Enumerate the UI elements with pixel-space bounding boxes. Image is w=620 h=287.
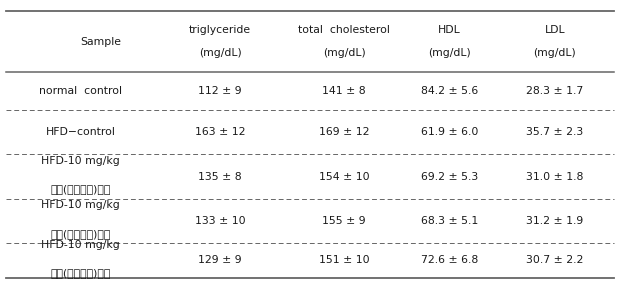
- Text: normal  control: normal control: [39, 86, 122, 96]
- Text: 61.9 ± 6.0: 61.9 ± 6.0: [421, 127, 478, 137]
- Text: 35.7 ± 2.3: 35.7 ± 2.3: [526, 127, 583, 137]
- Text: triglyceride: triglyceride: [189, 25, 251, 34]
- Text: total  cholesterol: total cholesterol: [298, 25, 390, 34]
- Text: 154 ± 10: 154 ± 10: [319, 172, 370, 181]
- Text: LDL: LDL: [544, 25, 565, 34]
- Text: 69.2 ± 5.3: 69.2 ± 5.3: [421, 172, 478, 181]
- Text: HDL: HDL: [438, 25, 461, 34]
- Text: (mg/dL): (mg/dL): [199, 48, 241, 57]
- Text: HFD−control: HFD−control: [46, 127, 115, 137]
- Text: 112 ± 9: 112 ± 9: [198, 86, 242, 96]
- Text: 163 ± 12: 163 ± 12: [195, 127, 246, 137]
- Text: 169 ± 12: 169 ± 12: [319, 127, 370, 137]
- Text: 68.3 ± 5.1: 68.3 ± 5.1: [421, 216, 478, 226]
- Text: 129 ± 9: 129 ± 9: [198, 255, 242, 265]
- Text: Sample: Sample: [81, 37, 122, 46]
- Text: (mg/dL): (mg/dL): [428, 48, 471, 57]
- Text: 참깨(생물전환)산물: 참깨(생물전환)산물: [50, 268, 111, 278]
- Text: 31.2 ± 1.9: 31.2 ± 1.9: [526, 216, 583, 226]
- Text: 31.0 ± 1.8: 31.0 ± 1.8: [526, 172, 583, 181]
- Text: 30.7 ± 2.2: 30.7 ± 2.2: [526, 255, 583, 265]
- Text: HFD-10 mg/kg: HFD-10 mg/kg: [41, 200, 120, 210]
- Text: HFD-10 mg/kg: HFD-10 mg/kg: [41, 156, 120, 166]
- Text: 141 ± 8: 141 ± 8: [322, 86, 366, 96]
- Text: HFD-10 mg/kg: HFD-10 mg/kg: [41, 240, 120, 250]
- Text: 84.2 ± 5.6: 84.2 ± 5.6: [421, 86, 478, 96]
- Text: 대두(생물전환)산물: 대두(생물전환)산물: [50, 229, 111, 239]
- Text: 미강(생물전환)산물: 미강(생물전환)산물: [50, 185, 111, 194]
- Text: (mg/dL): (mg/dL): [323, 48, 365, 57]
- Text: (mg/dL): (mg/dL): [534, 48, 576, 57]
- Text: 155 ± 9: 155 ± 9: [322, 216, 366, 226]
- Text: 135 ± 8: 135 ± 8: [198, 172, 242, 181]
- Text: 151 ± 10: 151 ± 10: [319, 255, 370, 265]
- Text: 28.3 ± 1.7: 28.3 ± 1.7: [526, 86, 583, 96]
- Text: 133 ± 10: 133 ± 10: [195, 216, 246, 226]
- Text: 72.6 ± 6.8: 72.6 ± 6.8: [421, 255, 478, 265]
